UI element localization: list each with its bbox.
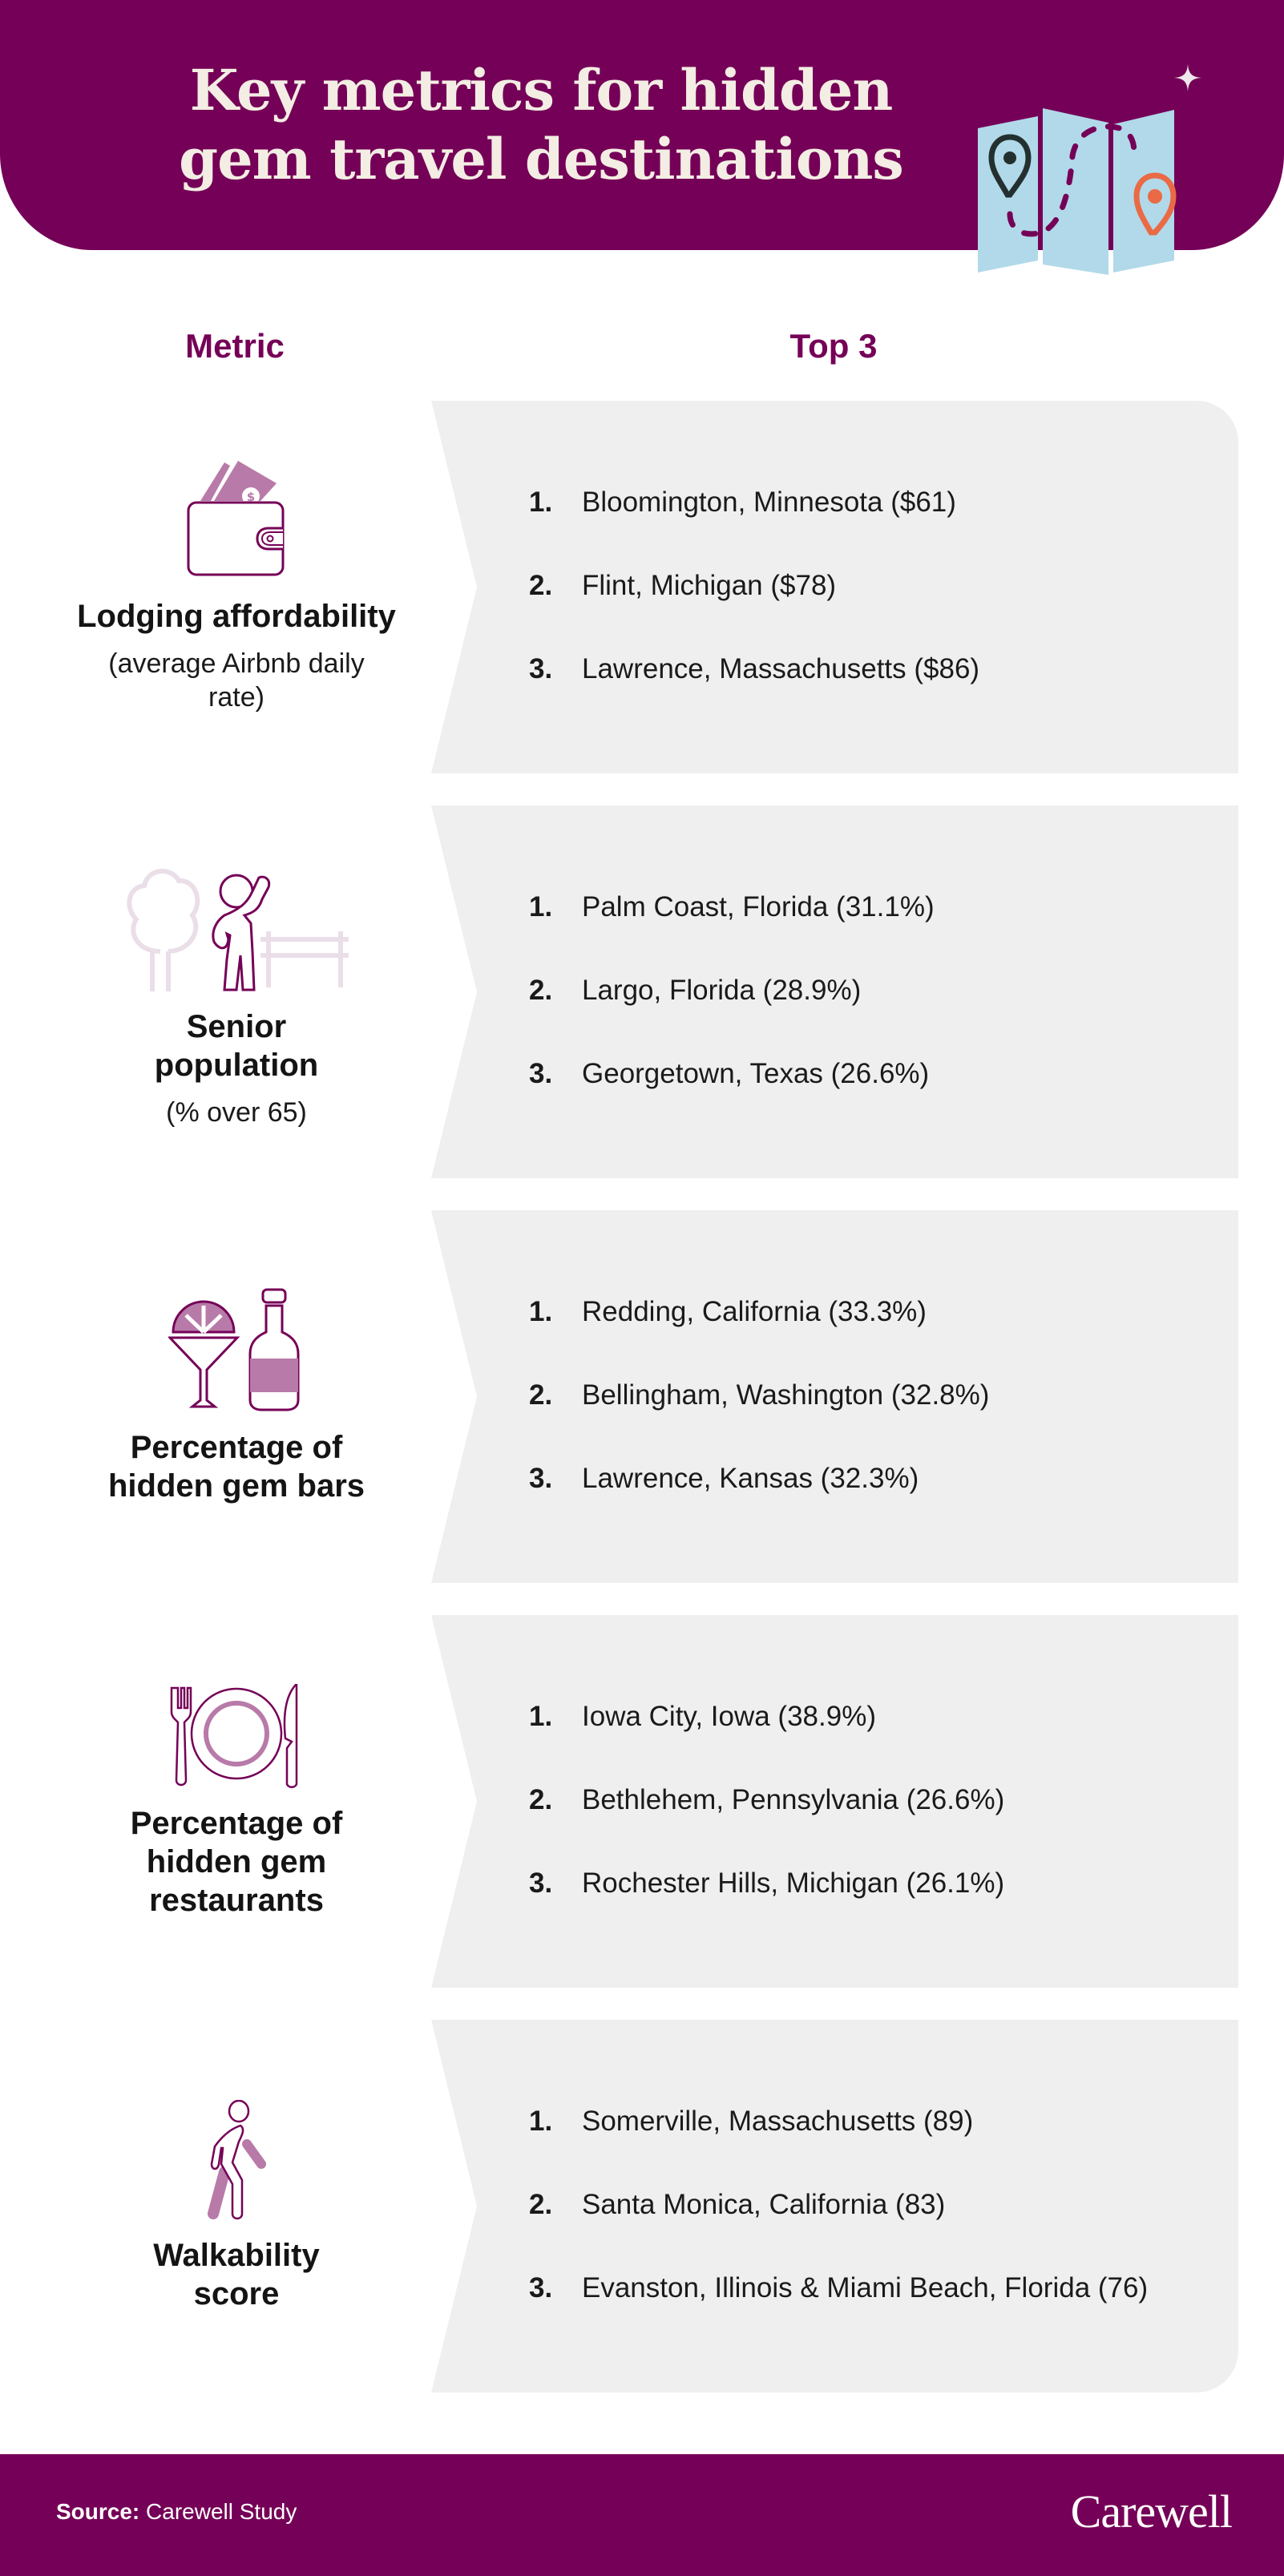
results-panel — [431, 401, 1238, 773]
metric-cell: Percentage of hidden gem bars — [32, 1210, 441, 1583]
rank-number: 3. — [529, 652, 553, 684]
destination-text: Bellingham, Washington (32.8%) — [582, 1379, 990, 1411]
destination-text: Palm Coast, Florida (31.1%) — [582, 890, 935, 923]
destination-text: Largo, Florida (28.9%) — [582, 974, 862, 1006]
destination-text: Santa Monica, California (83) — [582, 2188, 946, 2220]
list-item: 1. Somerville, Massachusetts (89) — [529, 2081, 1234, 2165]
list-item: 1. Palm Coast, Florida (31.1%) — [529, 867, 1234, 951]
metric-row-restaurants: Percentage of hidden gem restaurants 1. I… — [0, 1615, 1284, 1988]
cocktail-bottle-icon — [168, 1288, 300, 1411]
sparkle-icon — [1174, 64, 1201, 91]
metric-sublabel: (% over 65) — [166, 1096, 307, 1128]
destination-text: Somerville, Massachusetts (89) — [582, 2105, 974, 2137]
metric-cell: Percentage of hidden gem restaurants — [32, 1615, 441, 1988]
source-credit: Source: Carewell Study — [56, 2499, 297, 2525]
destination-text: Rochester Hills, Michigan (26.1%) — [582, 1867, 1005, 1899]
list-item: 1. Iowa City, Iowa (38.9%) — [529, 1677, 1234, 1760]
source-value: Carewell Study — [146, 2499, 297, 2524]
rank-number: 2. — [529, 1783, 553, 1815]
rank-number: 1. — [529, 2105, 553, 2137]
top3-list: 1. Iowa City, Iowa (38.9%) 2. Bethlehem, P… — [529, 1615, 1234, 1988]
results-panel — [431, 1615, 1238, 1988]
metric-label: Senior population — [154, 1008, 319, 1083]
list-item: 2. Santa Monica, California (83) — [529, 2165, 1234, 2248]
list-item: 1. Bloomington, Minnesota ($61) — [529, 462, 1234, 546]
column-header-top3: Top 3 — [789, 327, 878, 365]
top3-list: 1. Somerville, Massachusetts (89) 2. Santa… — [529, 2020, 1234, 2392]
metric-cell: Walkability score — [32, 2020, 441, 2392]
destination-text: Bethlehem, Pennsylvania (26.6%) — [582, 1783, 1005, 1815]
rank-number: 3. — [529, 2271, 553, 2303]
source-label: Source: — [56, 2499, 140, 2524]
senior-stretching-icon — [127, 868, 349, 991]
list-item: 3. Georgetown, Texas (26.6%) — [529, 1034, 1234, 1117]
metric-sublabel: (average Airbnb daily rate) — [108, 648, 365, 713]
rank-number: 2. — [529, 2188, 553, 2220]
rank-number: 2. — [529, 569, 553, 601]
page-title: Key metrics for hidden gem travel destin… — [120, 56, 962, 194]
rank-number: 2. — [529, 1379, 553, 1411]
walking-person-icon — [208, 2099, 266, 2219]
results-panel — [431, 806, 1238, 1178]
results-panel — [431, 2020, 1238, 2392]
list-item: 2. Flint, Michigan ($78) — [529, 546, 1234, 629]
destination-text: Lawrence, Massachusetts ($86) — [582, 652, 980, 684]
rank-number: 3. — [529, 1462, 553, 1494]
list-item: 3. Lawrence, Massachusetts ($86) — [529, 629, 1234, 713]
brand-logo: Carewell — [1070, 2485, 1233, 2538]
destination-text: Lawrence, Kansas (32.3%) — [582, 1462, 919, 1494]
rank-number: 3. — [529, 1057, 553, 1089]
list-item: 1. Redding, California (33.3%) — [529, 1272, 1234, 1355]
destination-text: Georgetown, Texas (26.6%) — [582, 1057, 930, 1089]
destination-text: Redding, California (33.3%) — [582, 1295, 927, 1327]
metric-row-lodging: $ Lodging affordability (average Airbnb … — [0, 401, 1284, 773]
metric-label: Walkability score — [153, 2237, 320, 2312]
metric-cell: Senior population (% over 65) — [32, 806, 441, 1178]
top3-list: 1. Bloomington, Minnesota ($61) 2. Flint, … — [529, 401, 1234, 773]
rank-number: 2. — [529, 974, 553, 1006]
folded-map-icon — [978, 108, 1177, 275]
rank-number: 3. — [529, 1867, 553, 1899]
metric-label: Lodging affordability — [77, 598, 396, 634]
wallet-icon: $ — [187, 460, 285, 575]
destination-text: Flint, Michigan ($78) — [582, 569, 837, 601]
title-line-2: gem travel destinations — [179, 126, 904, 192]
metric-cell: $ Lodging affordability (average Airbnb … — [32, 401, 441, 773]
top3-list: 1. Redding, California (33.3%) 2. Bellingh… — [529, 1210, 1234, 1583]
plate-cutlery-icon — [170, 1683, 298, 1788]
list-item: 2. Largo, Florida (28.9%) — [529, 951, 1234, 1034]
rank-number: 1. — [529, 486, 553, 518]
metric-row-bars: Percentage of hidden gem bars 1. Redding,… — [0, 1210, 1284, 1583]
list-item: 2. Bethlehem, Pennsylvania (26.6%) — [529, 1760, 1234, 1843]
destination-text: Bloomington, Minnesota ($61) — [582, 486, 956, 518]
rank-number: 1. — [529, 1700, 553, 1732]
rank-number: 1. — [529, 1295, 553, 1327]
list-item: 2. Bellingham, Washington (32.8%) — [529, 1355, 1234, 1439]
column-header-metric: Metric — [185, 327, 285, 365]
list-item: 3. Rochester Hills, Michigan (26.1%) — [529, 1843, 1234, 1927]
destination-text: Iowa City, Iowa (38.9%) — [582, 1700, 876, 1732]
results-panel — [431, 1210, 1238, 1583]
metric-label: Percentage of hidden gem bars — [107, 1430, 365, 1504]
metric-row-walkability: Walkability score 1. Somerville, Massachu… — [0, 2020, 1284, 2392]
rank-number: 1. — [529, 890, 553, 923]
title-line-1: Key metrics for hidden — [189, 57, 894, 123]
footer-bar: Source: Carewell Study Carewell — [0, 2454, 1284, 2576]
svg-text:$: $ — [247, 490, 255, 504]
destination-text: Evanston, Illinois & Miami Beach, Florid… — [582, 2271, 1149, 2303]
top3-list: 1. Palm Coast, Florida (31.1%) 2. Largo, F… — [529, 806, 1234, 1178]
list-item: 3. Evanston, Illinois & Miami Beach, Flor… — [529, 2248, 1234, 2332]
metric-label: Percentage of hidden gem restaurants — [130, 1805, 343, 1918]
metric-row-senior: Senior population (% over 65) 1. Palm Coa… — [0, 806, 1284, 1178]
list-item: 3. Lawrence, Kansas (32.3%) — [529, 1439, 1234, 1522]
